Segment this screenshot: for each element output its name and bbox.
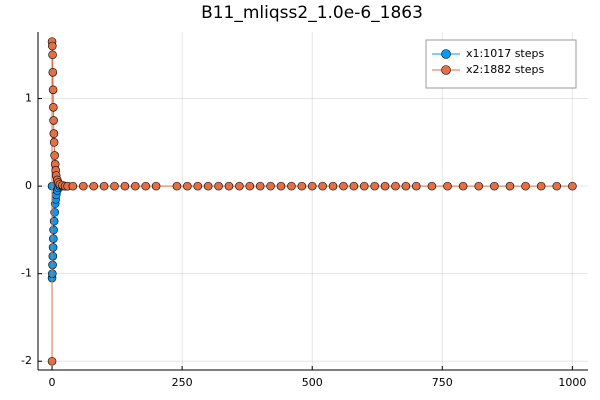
marker — [380, 181, 390, 191]
marker — [48, 260, 57, 270]
marker — [68, 181, 78, 191]
marker — [490, 181, 499, 191]
marker — [427, 181, 437, 191]
y-tick-label: 1 — [25, 92, 32, 105]
y-tick-label: 0 — [25, 179, 32, 192]
marker — [49, 103, 58, 112]
marker — [443, 181, 452, 191]
marker — [458, 181, 468, 191]
marker — [349, 181, 359, 191]
chart-title: B11_mliqss2_1.0e-6_1863 — [201, 3, 423, 23]
marker — [110, 181, 119, 191]
x-tick-label: 500 — [302, 376, 323, 389]
marker — [50, 208, 59, 217]
marker — [276, 181, 286, 191]
marker — [370, 181, 379, 191]
marker — [183, 181, 192, 191]
legend-marker — [441, 65, 451, 75]
x-tick-label: 1000 — [558, 376, 586, 389]
y-tick-label: -2 — [21, 354, 32, 367]
marker — [536, 181, 546, 191]
marker — [49, 216, 59, 226]
marker — [318, 181, 327, 191]
marker — [48, 243, 58, 252]
legend-box — [425, 39, 577, 89]
marker — [266, 181, 275, 191]
marker — [49, 138, 59, 147]
marker — [245, 181, 255, 191]
marker — [131, 181, 140, 191]
marker — [224, 181, 234, 191]
marker — [287, 181, 296, 191]
marker — [474, 181, 484, 191]
marker — [255, 181, 265, 191]
marker — [521, 181, 530, 191]
marker — [78, 181, 88, 191]
legend-label: x1:1017 steps — [466, 47, 544, 60]
marker — [49, 225, 58, 235]
marker — [48, 67, 58, 77]
marker — [203, 181, 213, 191]
marker — [297, 181, 307, 191]
marker — [235, 181, 244, 191]
marker — [307, 181, 317, 191]
x-tick-label: 0 — [49, 376, 56, 389]
marker — [89, 181, 98, 191]
marker — [552, 181, 562, 191]
marker — [48, 50, 57, 60]
marker — [359, 181, 369, 191]
y-tick-label: -1 — [21, 267, 32, 280]
marker — [50, 151, 59, 160]
marker — [141, 181, 151, 191]
marker — [48, 251, 58, 261]
legend-marker — [441, 49, 451, 59]
marker — [505, 181, 515, 191]
marker — [48, 41, 57, 51]
marker — [391, 181, 400, 191]
marker — [120, 181, 130, 191]
marker — [339, 181, 348, 191]
marker — [401, 181, 411, 191]
marker — [49, 129, 59, 138]
marker — [99, 181, 109, 191]
marker — [193, 181, 203, 191]
marker — [328, 181, 338, 191]
marker — [151, 181, 161, 191]
marker — [172, 181, 182, 191]
marker — [47, 356, 57, 366]
marker — [568, 181, 577, 191]
x-tick-label: 750 — [432, 376, 453, 389]
x-tick-label: 250 — [172, 376, 193, 389]
marker — [214, 181, 223, 191]
marker — [411, 181, 421, 191]
marker — [48, 85, 58, 95]
legend-label: x2:1882 steps — [466, 63, 544, 76]
marker — [49, 234, 58, 243]
marker — [49, 116, 58, 125]
